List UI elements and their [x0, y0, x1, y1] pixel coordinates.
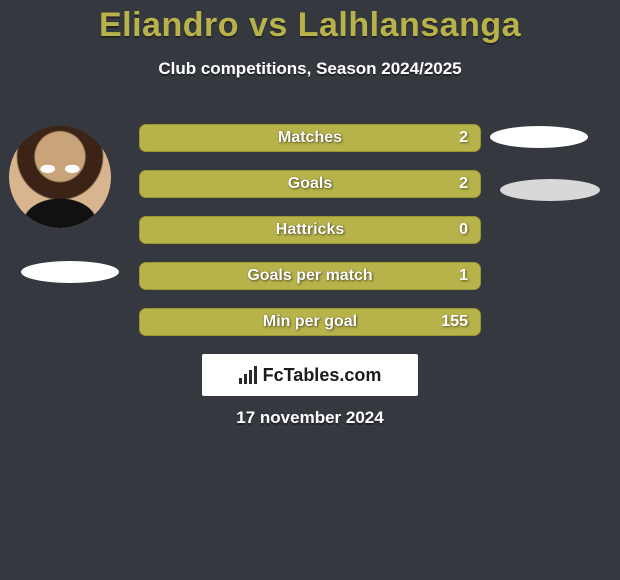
- player2-shadow-1: [490, 126, 588, 148]
- brand-text: FcTables.com: [263, 365, 382, 386]
- stat-label: Min per goal: [263, 313, 357, 331]
- brand-bars-icon: [239, 366, 257, 384]
- stats-bars: Matches 2 Goals 2 Hattricks 0 Goals per …: [139, 124, 481, 354]
- stat-label: Hattricks: [276, 221, 344, 239]
- vs-label: vs: [249, 6, 288, 44]
- player1-name: Eliandro: [99, 6, 239, 44]
- stat-value: 0: [459, 221, 468, 239]
- stat-bar-hattricks: Hattricks 0: [139, 216, 481, 244]
- stat-bar-goals-per-match: Goals per match 1: [139, 262, 481, 290]
- player1-avatar: [9, 126, 111, 228]
- stat-bar-goals: Goals 2: [139, 170, 481, 198]
- comparison-title: Eliandro vs Lalhlansanga: [0, 0, 620, 45]
- stat-value: 2: [459, 129, 468, 147]
- brand-box: FcTables.com: [202, 354, 418, 396]
- stat-label: Goals: [288, 175, 332, 193]
- stat-value: 2: [459, 175, 468, 193]
- stat-bar-matches: Matches 2: [139, 124, 481, 152]
- stat-label: Goals per match: [247, 267, 372, 285]
- stat-bar-min-per-goal: Min per goal 155: [139, 308, 481, 336]
- stat-value: 1: [459, 267, 468, 285]
- date-label: 17 november 2024: [0, 408, 620, 428]
- player2-shadow-2: [500, 179, 600, 201]
- stat-value: 155: [441, 313, 468, 331]
- player2-name: Lalhlansanga: [298, 6, 521, 44]
- player1-shadow: [21, 261, 119, 283]
- stat-label: Matches: [278, 129, 342, 147]
- season-subtitle: Club competitions, Season 2024/2025: [0, 59, 620, 79]
